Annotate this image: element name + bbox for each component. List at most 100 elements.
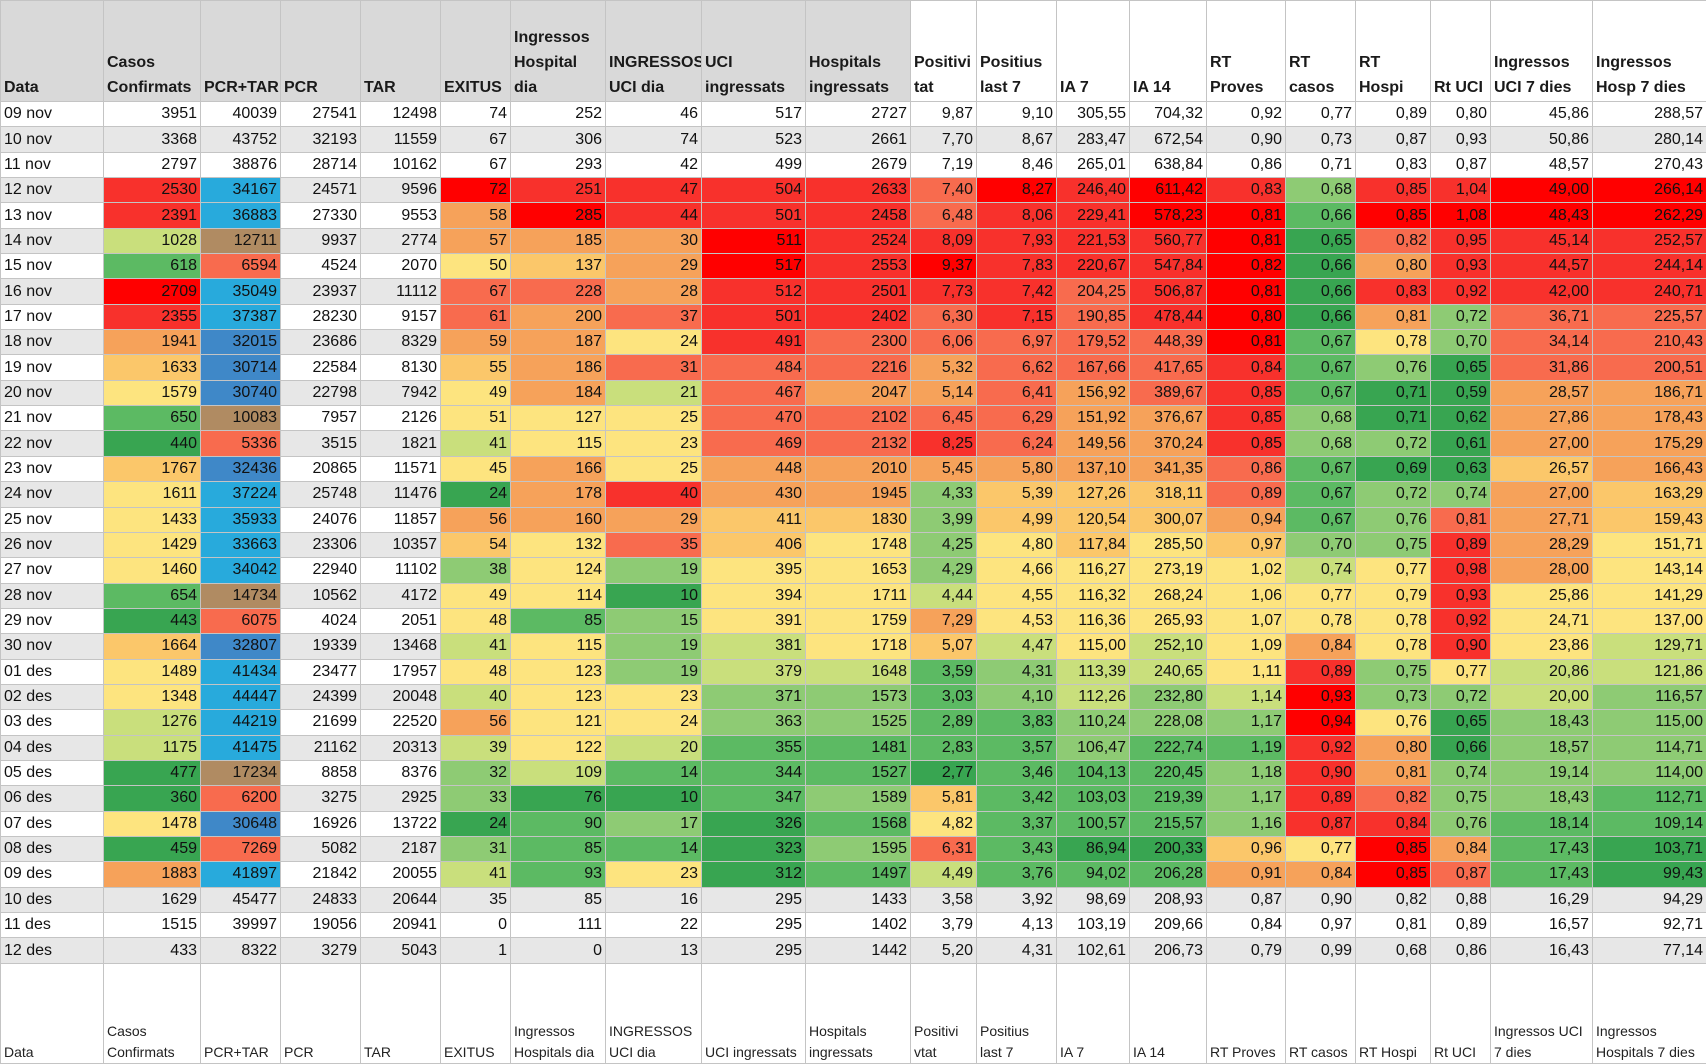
value-cell: 0,75: [1356, 659, 1431, 684]
value-cell: 0,87: [1431, 152, 1491, 177]
value-cell: 252,10: [1130, 634, 1207, 659]
value-cell: 18,43: [1491, 786, 1593, 811]
value-cell: 22798: [281, 380, 361, 405]
value-cell: 141,29: [1593, 583, 1706, 608]
value-cell: 14: [606, 836, 702, 861]
value-cell: 4,55: [977, 583, 1057, 608]
value-cell: 0,92: [1286, 735, 1356, 760]
value-cell: 0,90: [1286, 887, 1356, 912]
value-cell: 58: [441, 203, 511, 228]
value-cell: 2216: [806, 355, 911, 380]
value-cell: 49,00: [1491, 178, 1593, 203]
value-cell: 5082: [281, 836, 361, 861]
value-cell: 103,19: [1057, 913, 1130, 938]
value-cell: 1: [441, 938, 511, 963]
value-cell: 38: [441, 558, 511, 583]
value-cell: 187: [511, 330, 606, 355]
value-cell: 114,00: [1593, 760, 1706, 785]
value-cell: 74: [441, 102, 511, 127]
value-cell: 0,59: [1431, 380, 1491, 405]
value-cell: 0,82: [1207, 254, 1286, 279]
value-cell: 3368: [104, 127, 201, 152]
value-cell: 10083: [201, 406, 281, 431]
value-cell: 20865: [281, 456, 361, 481]
value-cell: 20941: [361, 913, 441, 938]
value-cell: 2010: [806, 456, 911, 481]
value-cell: 116,57: [1593, 684, 1706, 709]
date-cell: 01 des: [1, 659, 104, 684]
value-cell: 21162: [281, 735, 361, 760]
value-cell: 0,66: [1286, 254, 1356, 279]
value-cell: 35: [606, 532, 702, 557]
value-cell: 0,84: [1207, 913, 1286, 938]
value-cell: 24,71: [1491, 608, 1593, 633]
value-cell: 46: [606, 102, 702, 127]
value-cell: 166: [511, 456, 606, 481]
value-cell: 0,65: [1286, 228, 1356, 253]
value-cell: 8858: [281, 760, 361, 785]
value-cell: 2797: [104, 152, 201, 177]
value-cell: 44,57: [1491, 254, 1593, 279]
value-cell: 112,26: [1057, 684, 1130, 709]
value-cell: 0,88: [1431, 887, 1491, 912]
value-cell: 469: [702, 431, 806, 456]
value-cell: 13722: [361, 811, 441, 836]
value-cell: 0,89: [1286, 786, 1356, 811]
value-cell: 265,01: [1057, 152, 1130, 177]
value-cell: 39997: [201, 913, 281, 938]
value-cell: 206,28: [1130, 862, 1207, 887]
value-cell: 0,70: [1286, 532, 1356, 557]
value-cell: 501: [702, 304, 806, 329]
value-cell: 0,87: [1431, 862, 1491, 887]
value-cell: 208,93: [1130, 887, 1207, 912]
value-cell: 0,84: [1286, 862, 1356, 887]
value-cell: 379: [702, 659, 806, 684]
value-cell: 35049: [201, 279, 281, 304]
value-cell: 0,89: [1207, 482, 1286, 507]
footer-column-header: INGRESSOS UCI dia: [606, 963, 702, 1063]
value-cell: 31: [606, 355, 702, 380]
value-cell: 341,35: [1130, 456, 1207, 481]
value-cell: 0,80: [1356, 254, 1431, 279]
value-cell: 23,86: [1491, 634, 1593, 659]
column-header: IA 7: [1057, 1, 1130, 102]
value-cell: 523: [702, 127, 806, 152]
value-cell: 0,61: [1431, 431, 1491, 456]
value-cell: 417,65: [1130, 355, 1207, 380]
value-cell: 0,66: [1286, 304, 1356, 329]
value-cell: 2633: [806, 178, 911, 203]
value-cell: 440: [104, 431, 201, 456]
value-cell: 0,72: [1431, 684, 1491, 709]
value-cell: 184: [511, 380, 606, 405]
value-cell: 77,14: [1593, 938, 1706, 963]
value-cell: 215,57: [1130, 811, 1207, 836]
value-cell: 0,90: [1286, 760, 1356, 785]
value-cell: 285,50: [1130, 532, 1207, 557]
value-cell: 517: [702, 254, 806, 279]
value-cell: 19056: [281, 913, 361, 938]
value-cell: 430: [702, 482, 806, 507]
date-cell: 20 nov: [1, 380, 104, 405]
value-cell: 2774: [361, 228, 441, 253]
value-cell: 1527: [806, 760, 911, 785]
value-cell: 0,85: [1356, 862, 1431, 887]
value-cell: 0,77: [1286, 102, 1356, 127]
value-cell: 1,08: [1431, 203, 1491, 228]
value-cell: 0,93: [1286, 684, 1356, 709]
value-cell: 406: [702, 532, 806, 557]
date-cell: 09 nov: [1, 102, 104, 127]
value-cell: 10357: [361, 532, 441, 557]
value-cell: 2661: [806, 127, 911, 152]
value-cell: 9,37: [911, 254, 977, 279]
date-cell: 29 nov: [1, 608, 104, 633]
value-cell: 67: [441, 152, 511, 177]
value-cell: 38876: [201, 152, 281, 177]
value-cell: 1489: [104, 659, 201, 684]
